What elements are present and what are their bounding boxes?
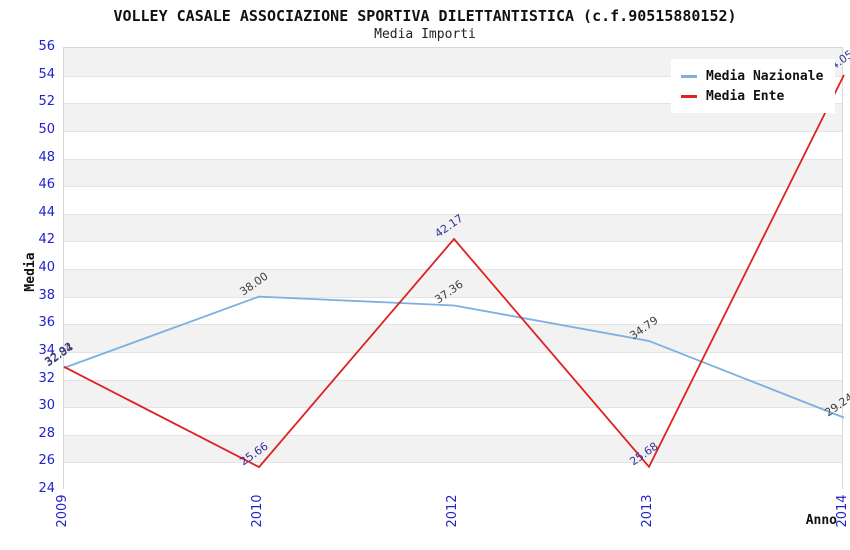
y-tick-label: 42 bbox=[38, 232, 55, 248]
grid-band bbox=[64, 213, 842, 242]
series-lines bbox=[63, 74, 845, 469]
media-nazionale-line-swatch bbox=[681, 74, 697, 78]
media-ente-line-swatch bbox=[681, 94, 697, 98]
grid-band bbox=[64, 158, 842, 187]
y-tick-label: 44 bbox=[38, 204, 55, 220]
grid-band bbox=[64, 241, 842, 269]
chart-subtitle: Media Importi bbox=[374, 27, 476, 42]
legend-item-media-ente: Media Ente bbox=[681, 86, 823, 106]
grid-band bbox=[64, 407, 842, 435]
y-tick-label: 32 bbox=[38, 370, 55, 386]
legend-label-media-ente: Media Ente bbox=[706, 88, 785, 104]
y-tick-label: 24 bbox=[38, 481, 55, 496]
grid-band bbox=[64, 434, 842, 463]
grid-band bbox=[64, 130, 842, 159]
series-line-media-ente bbox=[63, 74, 845, 469]
legend-item-media-nazionale: Media Nazionale bbox=[681, 66, 823, 86]
y-tick-label: 38 bbox=[38, 287, 55, 303]
y-tick-label: 28 bbox=[38, 425, 55, 441]
y-tick-label: 56 bbox=[38, 39, 55, 54]
y-tick-label: 48 bbox=[38, 149, 55, 165]
y-tick-label: 34 bbox=[38, 342, 55, 358]
legend: Media Nazionale Media Ente bbox=[671, 59, 836, 113]
grid-band bbox=[64, 379, 842, 408]
x-axis-label: Anno bbox=[805, 513, 837, 528]
x-tick-label: 2009 bbox=[55, 494, 70, 528]
grid-band bbox=[64, 269, 842, 297]
plot-area: 32.84 38.00 37.36 34.79 29.24 32.92 25.66 42.17… bbox=[42, 47, 850, 490]
x-tick-label: 2010 bbox=[250, 494, 265, 528]
y-tick-label: 26 bbox=[38, 453, 55, 469]
y-tick-label: 36 bbox=[38, 315, 55, 331]
y-tick-label: 30 bbox=[38, 398, 55, 414]
x-tick-label: 2013 bbox=[640, 494, 655, 528]
y-tick-label: 46 bbox=[38, 177, 55, 193]
grid-band bbox=[64, 186, 842, 214]
y-tick-label: 54 bbox=[38, 66, 55, 82]
x-tick-label: 2012 bbox=[445, 494, 460, 528]
y-tick-label: 50 bbox=[38, 121, 55, 137]
y-tick-label: 40 bbox=[38, 260, 55, 275]
grid-band bbox=[64, 462, 842, 490]
legend-label-media-nazionale: Media Nazionale bbox=[706, 68, 824, 84]
chart-title: VOLLEY CASALE ASSOCIAZIONE SPORTIVA DILE… bbox=[113, 7, 737, 25]
x-tick-label: 2014 bbox=[835, 494, 850, 528]
y-tick-label: 52 bbox=[38, 94, 55, 110]
series-line-media-nazionale bbox=[63, 295, 845, 419]
